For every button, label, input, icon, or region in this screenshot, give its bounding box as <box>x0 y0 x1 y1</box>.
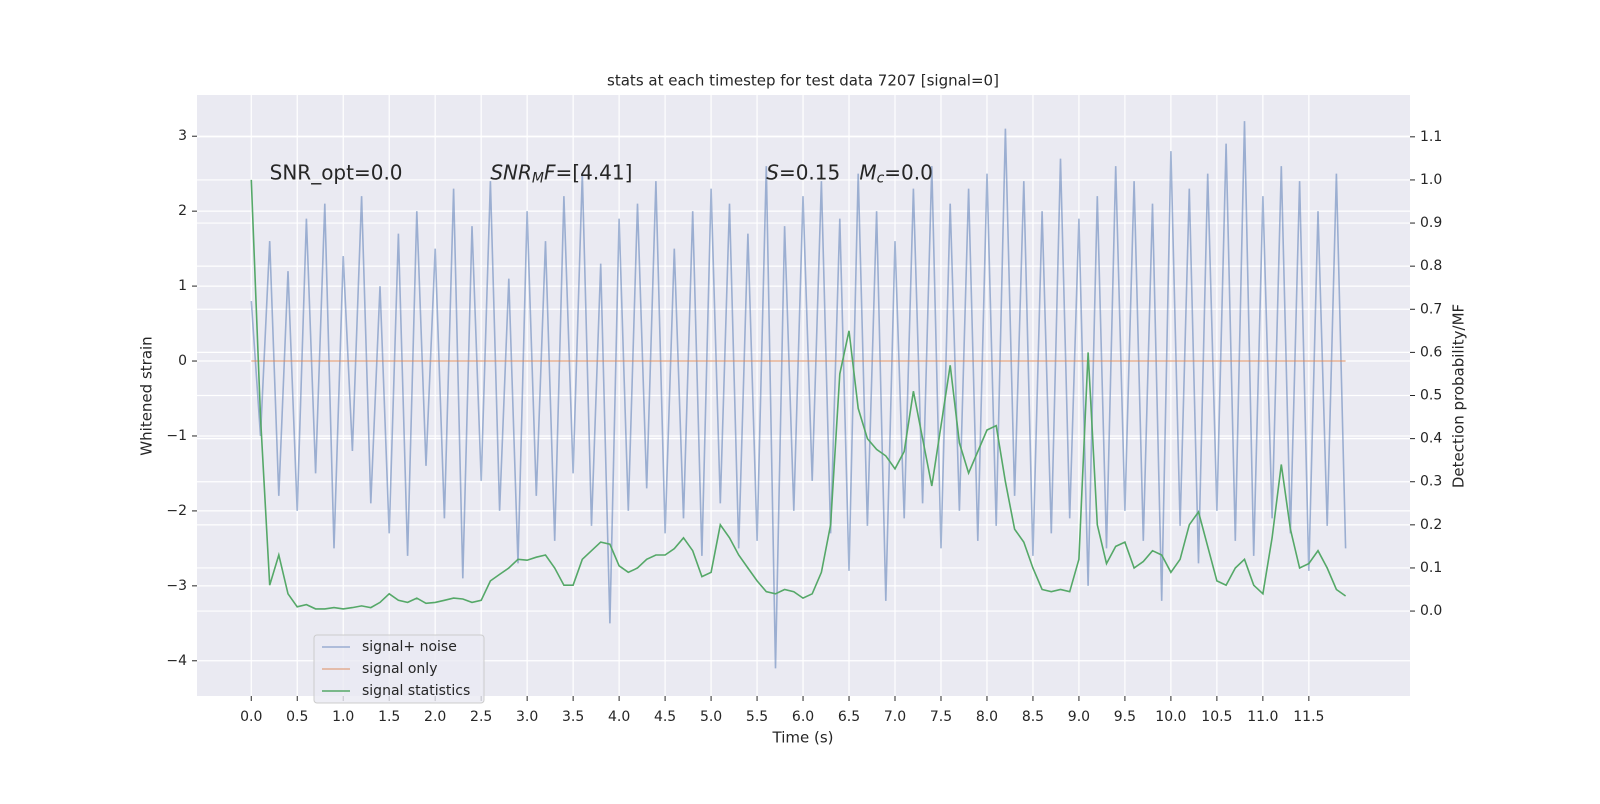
marks <box>250 121 1347 669</box>
chart-title: stats at each timestep for test data 720… <box>607 72 999 90</box>
annotation-part: S <box>766 160 779 184</box>
legend-label: signal statistics <box>362 683 470 699</box>
x-tick-label: 3.0 <box>516 709 538 725</box>
y-tick-label: 3 <box>178 128 187 144</box>
y-tick-label: 2 <box>178 203 187 219</box>
y2-tick-label: 0.7 <box>1420 301 1442 317</box>
annotation-part: =0.15 <box>779 160 859 184</box>
x-tick-label: 0.0 <box>240 709 262 725</box>
annotation-part: F <box>544 160 556 184</box>
legend-label: signal only <box>362 661 437 677</box>
annotation-part: c <box>877 171 885 187</box>
series-line <box>250 121 1347 669</box>
x-tick-label: 5.0 <box>700 709 722 725</box>
y-tick-label: −2 <box>166 503 187 519</box>
y2-tick-label: 0.4 <box>1420 431 1442 447</box>
y2-tick-label: 0.2 <box>1420 517 1442 533</box>
y2-tick-label: 0.9 <box>1420 215 1442 231</box>
legend-box <box>313 634 485 704</box>
annotation-part: M <box>532 171 544 187</box>
annotation-part: M <box>859 160 876 184</box>
x-tick-label: 8.5 <box>1022 709 1044 725</box>
annotation: S=0.15 Mc=0.0 <box>766 160 933 187</box>
x-tick-label: 4.5 <box>654 709 676 725</box>
x-tick-label: 7.5 <box>930 709 952 725</box>
legend-label: signal+ noise <box>362 639 457 655</box>
annotation-part: =0.0 <box>884 160 933 184</box>
y-tick-label: −3 <box>166 578 187 594</box>
x-tick-label: 0.5 <box>286 709 308 725</box>
x-tick-label: 9.5 <box>1114 709 1136 725</box>
legend: signal+ noise signal only signal statistic… <box>313 634 485 704</box>
y2-tick-label: 0.8 <box>1420 258 1442 274</box>
y-tick-label: −1 <box>166 428 187 444</box>
x-tick-label: 5.5 <box>746 709 768 725</box>
y2-tick-label: 0.0 <box>1420 603 1442 619</box>
y2-tick-label: 1.0 <box>1420 172 1442 188</box>
annotation-part: =[4.41] <box>556 160 633 184</box>
x-tick-label: 1.5 <box>378 709 400 725</box>
annotation-part: SNR_opt=0.0 <box>270 160 403 184</box>
y2-tick-label: 1.1 <box>1420 129 1442 145</box>
y2-axis-label: Detection probability/MF <box>1450 304 1468 488</box>
annotations: SNR_opt=0.0 SNRMF=[4.41] S=0.15 Mc=0.0 <box>270 160 933 187</box>
y2-tick-label: 0.1 <box>1420 560 1442 576</box>
x-tick-label: 7.0 <box>884 709 906 725</box>
x-tick-label: 9.0 <box>1068 709 1090 725</box>
x-tick-label: 6.5 <box>838 709 860 725</box>
x-tick-label: 2.5 <box>470 709 492 725</box>
y-tick-label: −4 <box>166 653 187 669</box>
y2-tick-label: 0.5 <box>1420 388 1442 404</box>
x-axis-label: Time (s) <box>772 729 834 747</box>
annotation: SNRMF=[4.41] <box>490 160 632 187</box>
x-tick-label: 11.5 <box>1293 709 1324 725</box>
annotation: SNR_opt=0.0 <box>270 160 403 184</box>
x-tick-label: 11.0 <box>1247 709 1278 725</box>
x-tick-label: 1.0 <box>332 709 354 725</box>
x-tick-label: 8.0 <box>976 709 998 725</box>
y2-tick-label: 0.6 <box>1420 344 1442 360</box>
y2-tick-label: 0.3 <box>1420 474 1442 490</box>
annotation-part: SNR <box>490 160 532 184</box>
y-axis-label: Whitened strain <box>138 336 156 455</box>
x-tick-label: 6.0 <box>792 709 814 725</box>
x-tick-label: 3.5 <box>562 709 584 725</box>
x-tick-label: 10.5 <box>1201 709 1232 725</box>
y-tick-label: 0 <box>178 353 187 369</box>
y-tick-label: 1 <box>178 278 187 294</box>
x-tick-label: 10.0 <box>1155 709 1186 725</box>
x-tick-label: 4.0 <box>608 709 630 725</box>
series-line <box>250 179 1347 610</box>
x-tick-label: 2.0 <box>424 709 446 725</box>
